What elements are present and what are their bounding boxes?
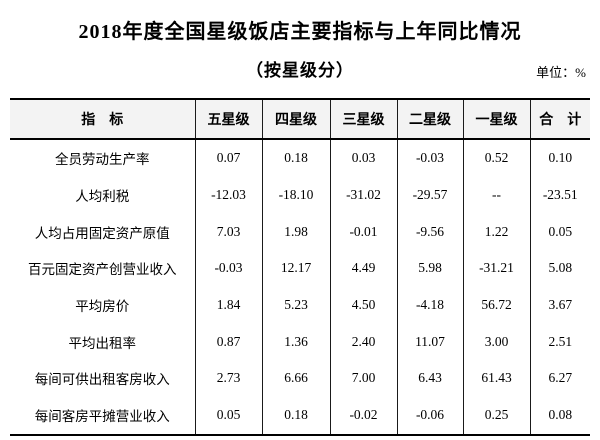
value-cell: 0.87 [194, 323, 262, 361]
value-cell: 6.66 [261, 360, 330, 397]
value-cell: -0.01 [329, 213, 397, 251]
value-cell: 56.72 [462, 286, 530, 324]
value-cell: -0.03 [396, 139, 463, 177]
row-label: 全员劳动生产率 [55, 152, 150, 168]
value-cell: -- [462, 176, 530, 214]
row-label: 人均占用固定资产原值 [34, 225, 170, 241]
header-row: 指 标五星级 四星级 三星级 二星级 一星级合 计 [10, 99, 590, 140]
value-cell: 0.18 [261, 139, 330, 177]
value-cell: 0.07 [194, 139, 262, 177]
value-cell: -23.51 [529, 176, 590, 214]
table-row: 百元固定资产创营业收入 -0.03 12.17 4.49 5.98 -31.21 5.08 [10, 250, 590, 287]
value-cell: 1.98 [261, 213, 330, 251]
value-cell: 0.03 [329, 139, 397, 177]
table-row: 人均利税 -12.03 -18.10 -31.02 -29.57 -- -23.51 [10, 176, 590, 214]
column-header: 一星级 [462, 99, 530, 140]
value-cell: 1.22 [462, 213, 530, 251]
value-cell: 5.23 [261, 286, 330, 324]
value-cell: -31.21 [462, 250, 530, 287]
value-cell: 3.67 [529, 286, 590, 324]
column-header: 五星级 [194, 99, 262, 140]
table-row: 平均出租率 0.87 1.36 2.40 11.07 3.00 2.51 [10, 323, 590, 361]
value-cell: 4.50 [329, 286, 397, 324]
unit-label: 单位：% [536, 65, 586, 80]
value-cell: 11.07 [396, 323, 463, 361]
value-cell: 7.00 [329, 360, 397, 397]
column-header: 合 计 [529, 99, 590, 140]
value-cell: -0.03 [194, 250, 262, 287]
value-cell: -31.02 [329, 176, 397, 214]
table-row: 每间可供出租客房收入 2.73 6.66 7.00 6.43 61.43 6.27 [10, 360, 590, 397]
table-row: 每间客房平摊营业收入 0.05 0.18 -0.02 -0.06 0.25 0.08 [10, 396, 590, 436]
value-cell: 0.05 [194, 396, 262, 436]
row-label: 每间客房平摊营业收入 [10, 396, 195, 436]
value-cell: 5.08 [529, 250, 590, 287]
value-cell: 4.49 [329, 250, 397, 287]
table-row: 平均房价 1.84 5.23 4.50 -4.18 56.72 3.67 [10, 286, 590, 324]
value-cell: 2.40 [329, 323, 397, 361]
value-cell: 1.36 [261, 323, 330, 361]
row-label: 人均利税 [75, 189, 130, 205]
value-cell: 0.05 [529, 213, 590, 251]
table-body: 全员劳动生产率 0.07 0.18 0.03 -0.03 0.52 0.10 人均利税 -12.… [10, 139, 590, 436]
value-cell: 0.52 [462, 139, 530, 177]
column-header: 四星级 [261, 99, 330, 140]
row-label: 每间可供出租客房收入 [34, 372, 170, 388]
indicators-table: 指 标五星级 四星级 三星级 二星级 一星级合 计 全员劳动生产率 0.07 0.18 0.0… [10, 98, 590, 436]
value-cell: -18.10 [261, 176, 330, 214]
value-cell: 61.43 [462, 360, 530, 397]
value-cell: -12.03 [194, 176, 262, 214]
value-cell: 7.03 [194, 213, 262, 251]
value-cell: 0.10 [529, 139, 590, 177]
column-header: 指 标 [10, 99, 195, 140]
value-cell: 0.25 [462, 396, 530, 436]
column-header: 二星级 [396, 99, 463, 140]
value-cell: 6.27 [529, 360, 590, 397]
value-cell: 6.43 [396, 360, 463, 397]
row-label: 平均房价 [75, 299, 130, 315]
value-cell: -0.06 [396, 396, 463, 436]
value-cell: -0.02 [329, 396, 397, 436]
value-cell: 3.00 [462, 323, 530, 361]
value-cell: 12.17 [261, 250, 330, 287]
column-header: 三星级 [329, 99, 397, 140]
row-label: 百元固定资产创营业收入 [28, 262, 177, 278]
page-subtitle: （按星级分） [246, 61, 354, 80]
value-cell: -9.56 [396, 213, 463, 251]
value-cell: 0.18 [261, 396, 330, 436]
value-cell: 5.98 [396, 250, 463, 287]
page-title: 2018年度全国星级饭店主要指标与上年同比情况 [78, 21, 522, 43]
value-cell: -4.18 [396, 286, 463, 324]
value-cell: 1.84 [194, 286, 262, 324]
value-cell: 0.08 [529, 396, 590, 436]
value-cell: 2.51 [529, 323, 590, 361]
value-cell: 2.73 [194, 360, 262, 397]
table-row: 人均占用固定资产原值 7.03 1.98 -0.01 -9.56 1.22 0.05 [10, 213, 590, 251]
table-row: 全员劳动生产率 0.07 0.18 0.03 -0.03 0.52 0.10 [10, 139, 590, 177]
row-label: 平均出租率 [68, 335, 137, 351]
value-cell: -29.57 [396, 176, 463, 214]
